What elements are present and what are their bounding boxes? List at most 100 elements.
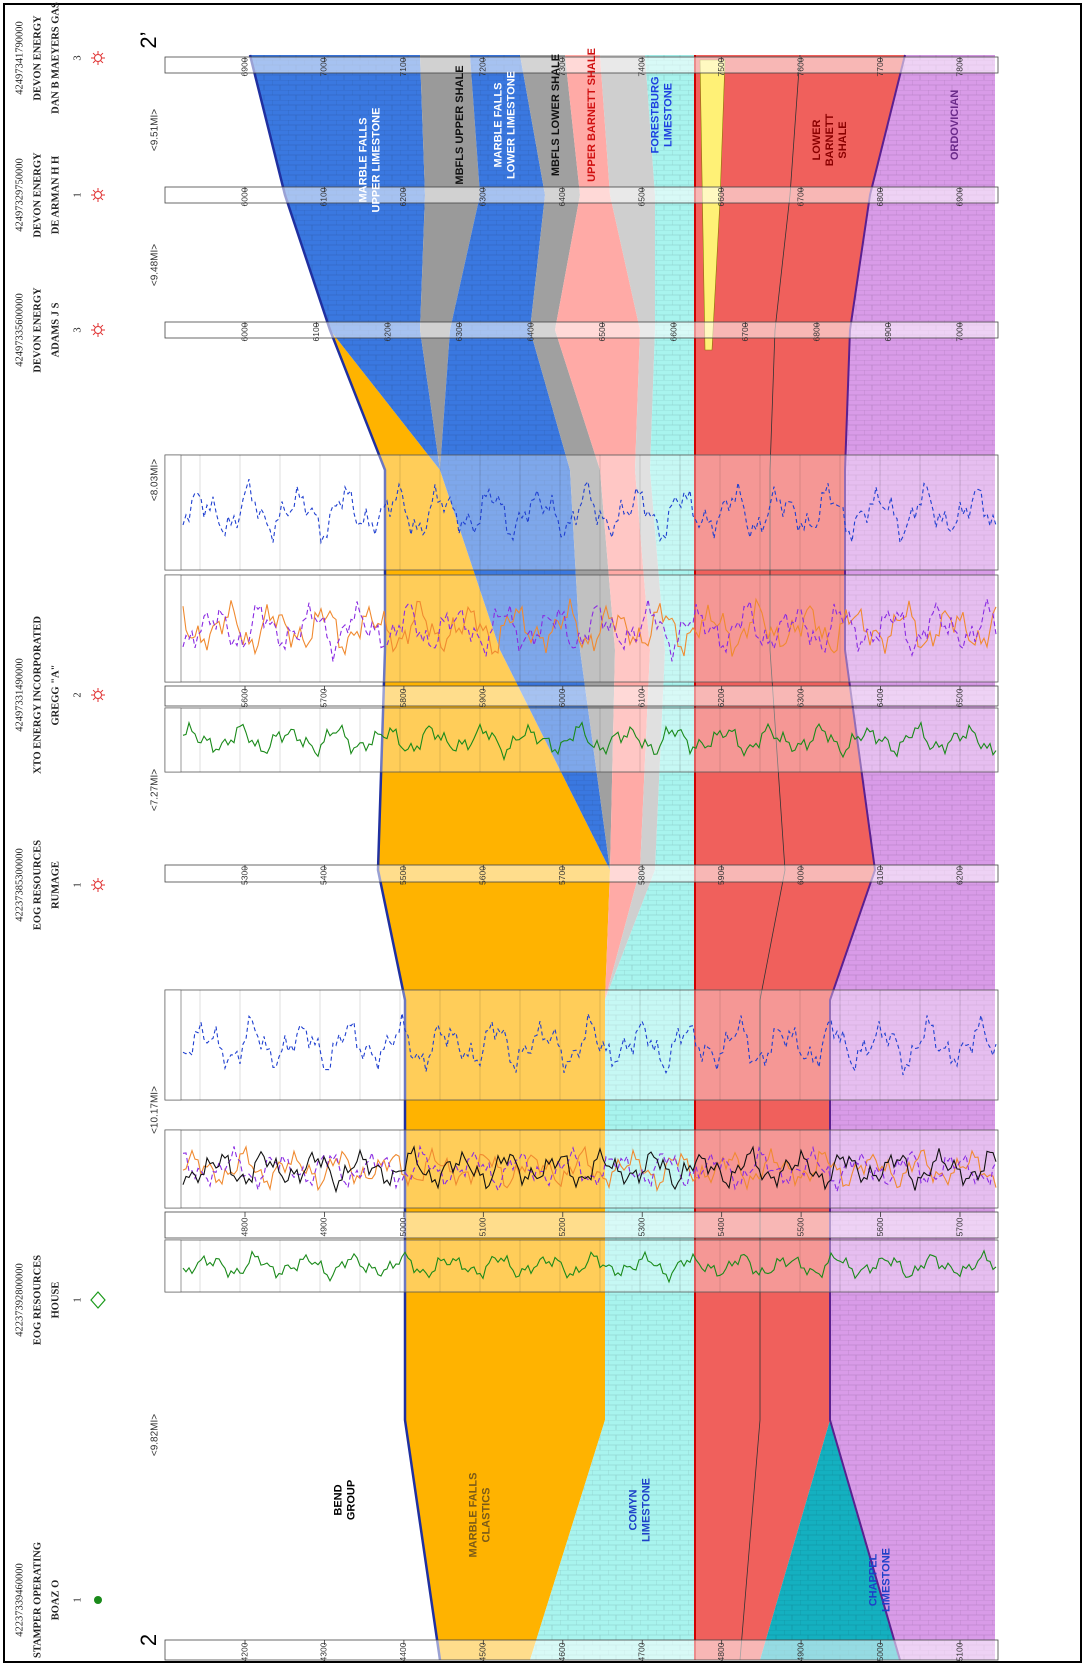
depth-track: [164, 56, 999, 74]
well-symbol: [94, 1596, 102, 1604]
well-operator: EOG RESOURCES: [32, 840, 43, 930]
depth-label: 5900: [478, 688, 488, 707]
depth-label: 5200: [557, 1217, 567, 1236]
section-start: 2: [136, 1634, 161, 1646]
well-symbol: [94, 54, 102, 62]
log-curve: [182, 1249, 997, 1284]
well-lease: GREGG "A": [50, 665, 61, 726]
internal-line: [739, 54, 801, 1661]
depth-label: 6700: [795, 187, 805, 206]
depth-label: 4200: [239, 1642, 249, 1661]
section-end: 2’: [136, 31, 161, 48]
formation-label: LIMESTONE: [662, 83, 674, 147]
well-number: 3: [72, 55, 83, 60]
well-symbol-ray: [92, 697, 96, 701]
depth-label: 6800: [875, 187, 885, 206]
well-operator: XTO ENERGY INCORPORATED: [32, 616, 43, 774]
well-symbol-ray: [92, 689, 96, 693]
log-curve: [182, 1013, 997, 1076]
well-number: 3: [72, 327, 83, 332]
depth-label: 4300: [319, 1642, 329, 1661]
log-curve: [182, 597, 997, 657]
depth-label: 6100: [636, 688, 646, 707]
well-symbol-ray: [92, 887, 96, 891]
thin-shale-layer: [530, 55, 665, 1660]
depth-track: [164, 685, 999, 707]
depth-label: 5900: [716, 866, 726, 885]
formation-label: FORESTBURG: [649, 77, 661, 154]
depth-label: 5500: [795, 1217, 805, 1236]
depth-label: 4900: [319, 1217, 329, 1236]
well-symbol-ray: [100, 689, 104, 693]
depth-track: [164, 864, 999, 883]
formation-label: BARNETT: [824, 113, 836, 166]
formation-label: LOWER LIMESTONE: [505, 71, 517, 179]
well-number: 1: [72, 882, 83, 887]
depth-label: 7400: [636, 57, 646, 76]
well-tracks: [164, 56, 999, 1661]
depth-label: 4900: [795, 1642, 805, 1661]
well-symbol-ray: [92, 189, 96, 193]
well-symbol-ray: [92, 879, 96, 883]
depth-label: 6900: [239, 57, 249, 76]
formation-label: MARBLE FALLS: [467, 1473, 479, 1558]
depth-label: 6500: [636, 187, 646, 206]
log-header: [164, 1129, 182, 1209]
well-distance: <9.48MI>: [150, 244, 161, 286]
depth-label: 4800: [239, 1217, 249, 1236]
formation-label: MARBLE FALLS: [492, 83, 504, 168]
well-distance: <7.27MI>: [150, 769, 161, 811]
depth-label: 6000: [239, 322, 249, 341]
log-header: [164, 989, 182, 1101]
well-symbol-ray: [100, 332, 104, 336]
upper-shale-layer: [420, 55, 610, 1660]
well-symbol-ray: [100, 887, 104, 891]
depth-label: 5000: [398, 1217, 408, 1236]
well-api: 42237392800000: [14, 1263, 25, 1337]
depth-label: 7600: [795, 57, 805, 76]
ordovician-layer-pattern: [830, 55, 995, 1660]
depth-track: [164, 186, 999, 204]
depth-label: 5700: [954, 1217, 964, 1236]
well-lease: RUMAGE: [50, 861, 61, 909]
log-track: [164, 454, 999, 571]
formation-label: LIMESTONE: [640, 1478, 652, 1542]
depth-label: 5100: [954, 1642, 964, 1661]
well-lease: BOAZ O: [50, 1580, 61, 1621]
depth-label: 6800: [811, 322, 821, 341]
log-curve: [182, 1145, 997, 1194]
depth-label: 6100: [319, 187, 329, 206]
depth-label: 4600: [557, 1642, 567, 1661]
depth-label: 6900: [954, 187, 964, 206]
depth-label: 5800: [636, 866, 646, 885]
depth-label: 5800: [398, 688, 408, 707]
depth-label: 4400: [398, 1642, 408, 1661]
depth-label: 6500: [597, 322, 607, 341]
formation-label: CHAPPEL: [867, 1553, 879, 1606]
formation-label: LOWER: [811, 119, 823, 160]
depth-label: 7200: [478, 57, 488, 76]
formation-label: COMYN: [627, 1489, 639, 1530]
log-header: [164, 1239, 182, 1293]
depth-label: 6200: [398, 187, 408, 206]
well-api: 42497329750000: [14, 158, 25, 232]
depth-label: 5600: [478, 866, 488, 885]
depth-label: 7800: [954, 57, 964, 76]
well-symbol-ray: [92, 332, 96, 336]
depth-label: 5700: [557, 866, 567, 885]
well-symbol-ray: [92, 197, 96, 201]
depth-label: 4800: [716, 1642, 726, 1661]
formation-label: CLASTICS: [480, 1488, 492, 1543]
depth-label: 4700: [636, 1642, 646, 1661]
depth-label: 7000: [319, 57, 329, 76]
log-header: [164, 707, 182, 773]
well-number: 1: [72, 1297, 83, 1302]
depth-label: 6700: [740, 322, 750, 341]
well-lease: DAN B MAEYERS GAS: [50, 2, 61, 114]
well-number: 1: [72, 1597, 83, 1602]
well-symbol: [94, 691, 102, 699]
depth-label: 7500: [716, 57, 726, 76]
well-symbol-ray: [100, 697, 104, 701]
depth-track: [164, 321, 999, 339]
